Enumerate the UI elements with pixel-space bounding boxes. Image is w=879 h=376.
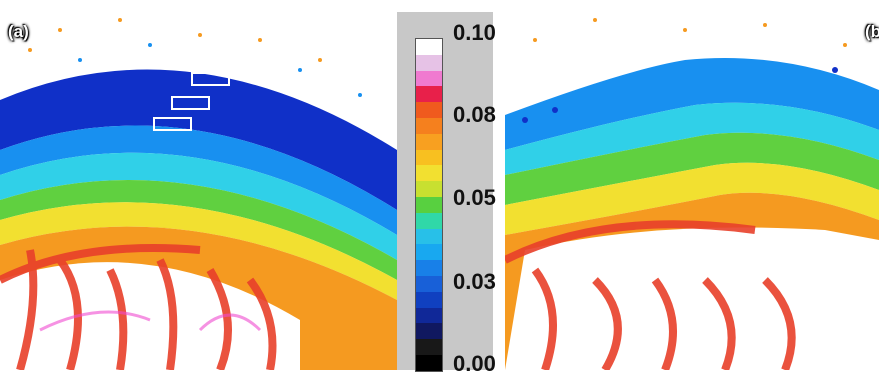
colorbar-segment bbox=[416, 212, 442, 229]
panel-a-label: (a) bbox=[8, 22, 29, 41]
colorbar-background bbox=[397, 12, 493, 370]
colorbar-segment bbox=[416, 323, 442, 340]
colorbar-segment bbox=[416, 149, 442, 166]
panel-b-label: (b bbox=[864, 22, 879, 41]
colorbar-segment bbox=[416, 260, 442, 276]
colorbar-segment bbox=[416, 165, 442, 182]
colorbar-segment bbox=[416, 275, 442, 292]
colorbar-segment bbox=[416, 102, 442, 118]
colorbar-segment bbox=[416, 291, 442, 308]
panel-b-image: (b bbox=[505, 0, 879, 370]
colorbar-segment bbox=[416, 70, 442, 87]
panel-a-heatmap bbox=[0, 18, 397, 370]
colorbar-segment bbox=[416, 133, 442, 150]
colorbar bbox=[415, 38, 443, 372]
colorbar-segment bbox=[416, 196, 442, 213]
colorbar-area: 0.10 0.08 0.05 0.03 0.00 bbox=[397, 0, 505, 375]
colorbar-segment bbox=[416, 39, 442, 55]
colorbar-segment bbox=[416, 181, 442, 197]
colorbar-tick-0.03: 0.03 bbox=[453, 269, 496, 294]
colorbar-tick-0.05: 0.05 bbox=[453, 185, 496, 210]
colorbar-tick-0.08: 0.08 bbox=[453, 102, 496, 127]
panel-a-image: (a) bbox=[0, 0, 397, 370]
colorbar-segment bbox=[416, 339, 442, 355]
colorbar-segment bbox=[416, 354, 442, 371]
colorbar-segment bbox=[416, 244, 442, 261]
colorbar-segment bbox=[416, 117, 442, 134]
panel-b-heatmap bbox=[505, 18, 879, 370]
colorbar-segment bbox=[416, 54, 442, 71]
colorbar-segment bbox=[416, 307, 442, 324]
colorbar-tick-0.00: 0.00 bbox=[453, 351, 496, 376]
colorbar-segment bbox=[416, 228, 442, 245]
colorbar-tick-0.10: 0.10 bbox=[453, 20, 496, 45]
colorbar-segment bbox=[416, 86, 442, 103]
